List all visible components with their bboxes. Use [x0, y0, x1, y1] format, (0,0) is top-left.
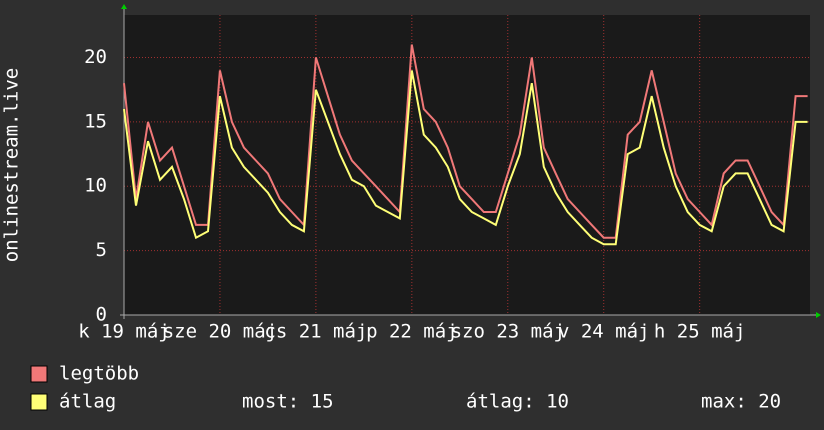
stat-label: átlag: 10 [466, 391, 569, 413]
arrow [121, 4, 127, 9]
legend-swatch [30, 393, 48, 411]
x-tick-label: k 19 máj [78, 321, 170, 343]
arrow [816, 312, 821, 318]
y-tick-label: 0 [96, 304, 107, 326]
y-axis-label: onlinestream.live [1, 68, 23, 262]
legend-label: legtöbb [59, 363, 139, 385]
stat-label: most: 15 [242, 391, 334, 413]
legend-label: átlag [59, 391, 116, 413]
x-tick-label: cs 21 máj [264, 321, 367, 343]
x-tick-label: v 24 máj [558, 321, 650, 343]
series-line [123, 44, 808, 239]
x-tick-label: p 22 máj [366, 321, 458, 343]
x-tick-label: h 25 máj [654, 321, 746, 343]
y-tick-label: 5 [96, 239, 107, 261]
stat-label: max: 20 [701, 391, 781, 413]
plot-area [124, 15, 810, 315]
y-tick-label: 20 [84, 46, 107, 68]
x-tick-label: szo 23 máj [451, 321, 565, 343]
y-tick-label: 15 [84, 110, 107, 132]
series-line [123, 70, 808, 246]
y-tick-label: 10 [84, 175, 107, 197]
x-tick-label: sze 20 máj [163, 321, 277, 343]
legend-swatch [30, 365, 48, 383]
